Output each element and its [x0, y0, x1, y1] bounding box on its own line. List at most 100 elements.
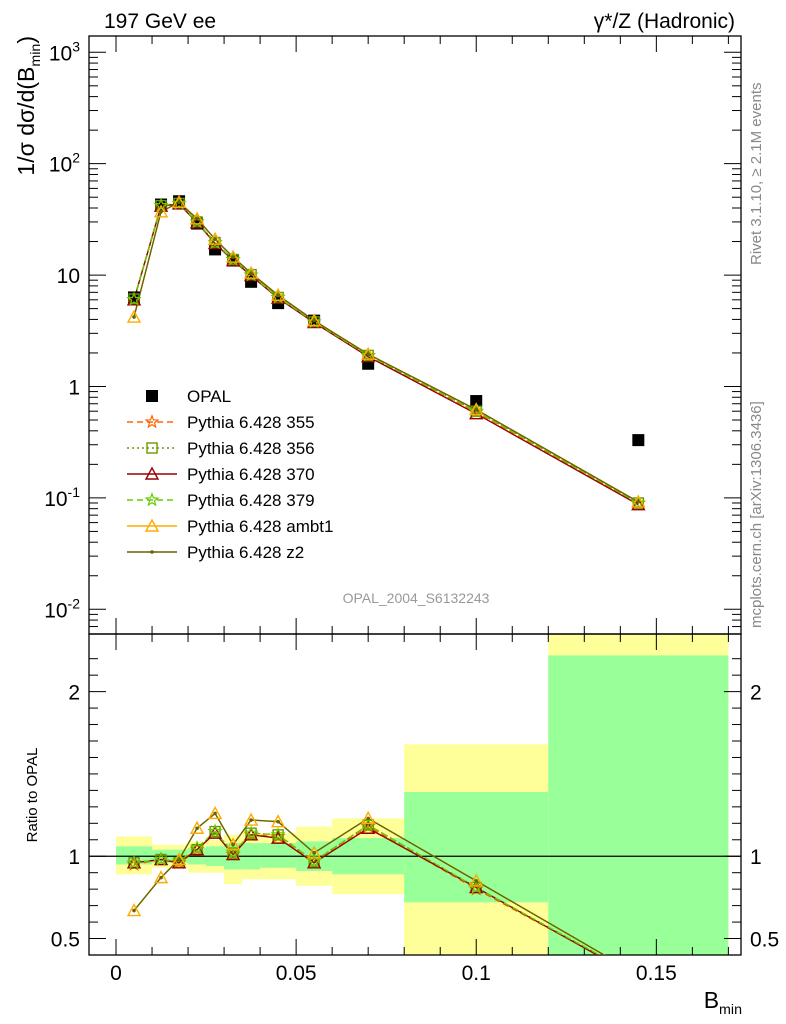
data-point — [231, 842, 235, 847]
ratio-y-tick-label: 0.5 — [51, 929, 80, 952]
data-point — [360, 347, 376, 362]
main-y-tick-label: 1 — [68, 376, 80, 399]
ratio-y-tick-label-right: 2 — [750, 682, 762, 705]
data-point — [195, 826, 199, 831]
legend-entry-label: Pythia 6.428 379 — [187, 491, 315, 510]
data-point — [631, 494, 646, 508]
data-point — [144, 492, 160, 507]
main-y-tick-label: 10-1 — [44, 484, 80, 511]
header-right: γ*/Z (Hadronic) — [594, 10, 735, 33]
data-point — [636, 500, 641, 504]
data-point — [153, 197, 169, 213]
data-point — [306, 314, 322, 329]
data-point — [153, 870, 169, 884]
data-point — [126, 903, 142, 917]
data-point — [144, 466, 160, 480]
mcplots-label: mcplots.cern.ch [arXiv:1306.3436] — [748, 401, 765, 628]
data-point — [177, 857, 181, 862]
data-point — [366, 352, 370, 356]
ratio-plot-frame — [88, 633, 742, 956]
ratio-y-tick-label-right: 1 — [750, 846, 762, 869]
data-point — [469, 873, 484, 887]
data-point — [468, 403, 484, 418]
data-point — [171, 853, 187, 868]
data-point — [469, 880, 484, 894]
x-tick-label: 0.15 — [636, 962, 677, 985]
data-point — [360, 346, 376, 360]
main-y-tick-label: 10 — [57, 265, 80, 288]
legend-entry-label: Pythia 6.428 356 — [187, 439, 315, 458]
data-point — [126, 854, 142, 870]
data-point — [243, 812, 259, 826]
data-point — [171, 852, 187, 866]
data-point — [171, 195, 187, 210]
header-left: 197 GeV ee — [104, 10, 216, 33]
data-point — [231, 255, 235, 259]
data-point — [469, 402, 484, 416]
data-point — [225, 837, 241, 851]
data-point — [270, 287, 286, 301]
data-point — [306, 313, 322, 327]
ratio-y-tick-label: 2 — [68, 682, 80, 705]
data-point — [213, 237, 217, 241]
data-point — [207, 805, 223, 820]
data-point — [189, 211, 205, 225]
data-point — [132, 315, 136, 319]
x-tick-label: 0.05 — [276, 962, 317, 985]
data-point — [153, 851, 169, 866]
data-point — [207, 231, 223, 245]
main-y-tick-label: 103 — [49, 38, 80, 65]
data-point — [249, 818, 253, 822]
data-point — [306, 845, 322, 859]
data-point — [126, 291, 142, 306]
x-axis-label: Bmin — [704, 987, 742, 1018]
data-point — [195, 217, 199, 221]
data-point — [270, 814, 286, 828]
analysis-watermark: OPAL_2004_S6132243 — [343, 590, 490, 606]
data-point — [189, 820, 205, 834]
ratio-band-inner — [548, 655, 729, 955]
data-point — [213, 811, 217, 816]
data-point — [306, 853, 322, 868]
data-point — [189, 840, 205, 855]
data-point — [312, 318, 316, 323]
data-point — [159, 209, 163, 214]
legend: OPAL Pythia 6.428 355 Pythia 6.428 356 Pyth… — [127, 387, 333, 562]
legend-entry-label: Pythia 6.428 355 — [187, 413, 315, 432]
data-point — [270, 826, 286, 842]
data-point — [474, 407, 479, 412]
ratio-bands — [116, 634, 729, 955]
data-point — [171, 194, 187, 209]
legend-entry-label: Pythia 6.428 370 — [187, 465, 315, 484]
legend-entry-label: Pythia 6.428 z2 — [187, 543, 304, 562]
data-point — [225, 249, 241, 263]
data-point — [632, 434, 645, 447]
rivet-label: Rivet 3.1.10, ≥ 2.1M events — [748, 83, 765, 266]
data-point — [276, 293, 280, 297]
data-point — [312, 851, 316, 855]
ratio-y-tick-label-right: 0.5 — [750, 929, 779, 952]
ratio-y-tick-label: 1 — [68, 846, 80, 869]
main-series-marks — [126, 194, 646, 511]
data-point — [177, 200, 181, 205]
data-point — [150, 550, 154, 554]
data-point — [474, 879, 479, 883]
data-point — [630, 495, 646, 510]
data-point — [144, 414, 160, 429]
data-point — [153, 204, 169, 218]
main-y-tick-label: 10-2 — [44, 595, 80, 622]
data-point — [366, 816, 370, 821]
axes: 0 0.05 0.1 0.15 10-2 10-1 1 10 102 103 0.5 0.5 1 1 2 2 — [44, 35, 779, 985]
x-tick-label: 0 — [110, 962, 122, 985]
data-point — [146, 390, 158, 402]
data-point — [470, 395, 483, 408]
data-point — [243, 825, 259, 840]
data-point — [207, 823, 223, 839]
ratio-y-axis-label: Ratio to OPAL — [24, 748, 41, 843]
data-point — [243, 265, 259, 279]
data-point — [146, 442, 158, 454]
main-y-axis-label: 1/σ dσ/d(Bmin) — [13, 36, 44, 176]
data-point — [126, 855, 142, 869]
legend-entry-label: Pythia 6.428 ambt1 — [187, 517, 333, 536]
